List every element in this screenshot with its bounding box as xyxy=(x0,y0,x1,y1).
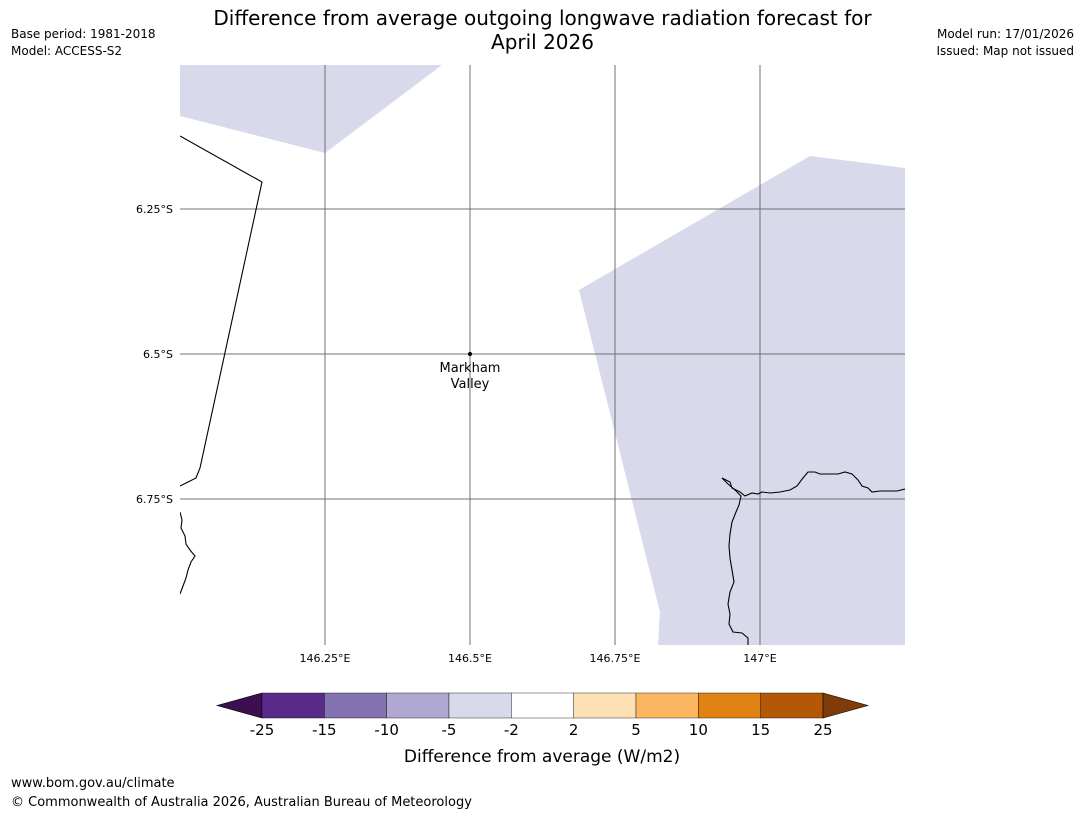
base-period: Base period: 1981-2018 xyxy=(11,27,156,41)
border-line-west xyxy=(180,135,263,487)
anomaly-region-northwest xyxy=(180,65,442,153)
colorbar-tick-label: 15 xyxy=(751,721,770,739)
map-title-line2: April 2026 xyxy=(491,30,594,54)
footer-url[interactable]: www.bom.gov.au/climate xyxy=(11,776,175,791)
model-run: Model run: 17/01/2026 xyxy=(936,27,1074,41)
colorbar-segment xyxy=(386,692,450,719)
colorbar-tick-label: -15 xyxy=(312,721,337,739)
colorbar-tick-label: -2 xyxy=(504,721,519,739)
lon-label: 146.25°E xyxy=(300,652,351,665)
colorbar-segment xyxy=(635,692,699,719)
place-label-line2: Valley xyxy=(451,377,490,392)
lon-axis-labels: 146.25°E 146.5°E 146.75°E 147°E xyxy=(300,652,777,665)
colorbar-title: Difference from average (W/m2) xyxy=(404,747,680,767)
map-title-line1: Difference from average outgoing longwav… xyxy=(213,6,872,30)
lon-label: 147°E xyxy=(743,652,776,665)
coastline-southeast xyxy=(721,471,905,497)
colorbar-tick-label: 25 xyxy=(813,721,832,739)
colorbar-extend-high xyxy=(822,692,870,719)
coastline-southwest xyxy=(180,511,196,595)
colorbar-tick-label: -25 xyxy=(250,721,275,739)
colorbar-tick-label: 5 xyxy=(631,721,641,739)
map-area: Markham Valley xyxy=(180,65,905,645)
footer-copyright: © Commonwealth of Australia 2026, Austra… xyxy=(11,795,472,810)
colorbar-segment xyxy=(324,692,387,719)
lat-axis-labels: 6.25°S 6.5°S 6.75°S xyxy=(136,203,173,506)
colorbar-tick-label: 2 xyxy=(569,721,579,739)
colorbar: -25 -15 -10 -5 -2 2 5 10 15 25 xyxy=(215,692,870,739)
lon-label: 146.5°E xyxy=(448,652,492,665)
place-marker xyxy=(468,352,472,356)
colorbar-segment xyxy=(261,692,325,719)
map-title: Difference from average outgoing longwav… xyxy=(0,6,1085,54)
model-name: Model: ACCESS-S2 xyxy=(11,44,123,58)
river-line xyxy=(721,477,749,645)
colorbar-segment xyxy=(573,692,637,719)
place-label-line1: Markham xyxy=(440,361,501,376)
lat-label: 6.75°S xyxy=(136,493,173,506)
anomaly-region-east xyxy=(579,156,905,645)
colorbar-tick-label: -5 xyxy=(442,721,457,739)
colorbar-segment xyxy=(448,692,512,719)
colorbar-segment xyxy=(511,692,574,719)
colorbar-extend-low xyxy=(215,692,263,719)
colorbar-segment xyxy=(698,692,761,719)
lat-label: 6.25°S xyxy=(136,203,173,216)
boundaries xyxy=(180,135,905,645)
colorbar-tick-label: 10 xyxy=(689,721,708,739)
issued-status: Issued: Map not issued xyxy=(936,44,1074,58)
colorbar-segment xyxy=(760,692,824,719)
colorbar-tick-label: -10 xyxy=(374,721,399,739)
lon-label: 146.75°E xyxy=(590,652,641,665)
lat-label: 6.5°S xyxy=(143,348,173,361)
